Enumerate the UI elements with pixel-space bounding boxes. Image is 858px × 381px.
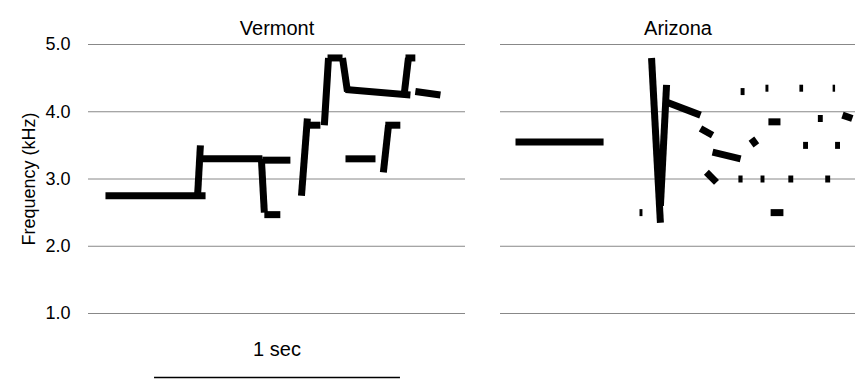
svg-text:2.0: 2.0 [45, 236, 70, 256]
svg-text:Vermont: Vermont [240, 17, 315, 39]
svg-text:Arizona: Arizona [644, 17, 713, 39]
svg-text:Frequency (kHz): Frequency (kHz) [19, 112, 39, 245]
svg-text:5.0: 5.0 [45, 34, 70, 54]
svg-text:3.0: 3.0 [45, 169, 70, 189]
svg-text:1 sec: 1 sec [253, 338, 301, 360]
svg-text:4.0: 4.0 [45, 102, 70, 122]
svg-text:1.0: 1.0 [45, 303, 70, 323]
